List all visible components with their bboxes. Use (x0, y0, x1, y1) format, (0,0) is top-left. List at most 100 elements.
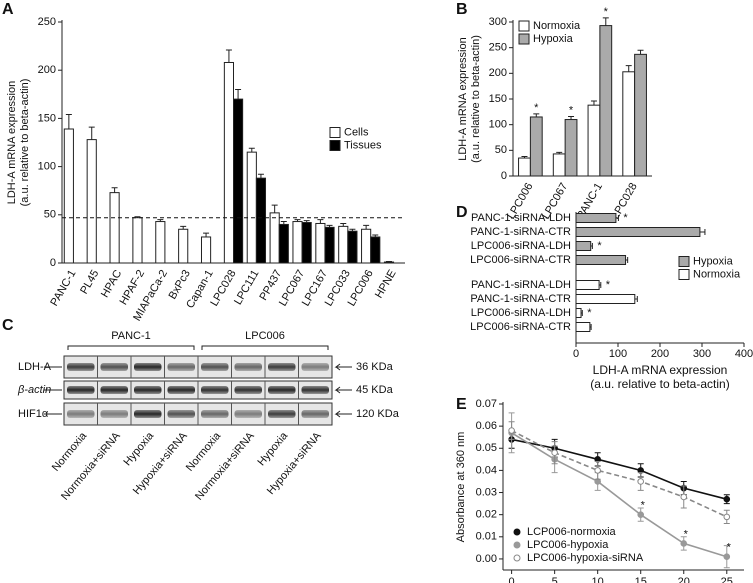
bar (575, 255, 627, 265)
bar (301, 222, 312, 264)
significance: * (587, 307, 592, 319)
error-bar (599, 282, 602, 288)
blot-band (234, 363, 262, 371)
size-label: 120 KDa (356, 408, 400, 420)
blot-band (100, 386, 128, 394)
error-bar (590, 100, 597, 106)
y-tick-label: 0.05 (476, 442, 497, 454)
significance: * (597, 240, 602, 252)
error-bar (235, 88, 242, 100)
error-bar (111, 187, 118, 193)
bar (518, 157, 531, 177)
bar (246, 151, 257, 264)
y-tick-label: 100 (489, 119, 507, 131)
bar (347, 230, 358, 264)
significance: * (641, 500, 646, 512)
legend-label: Tissues (344, 139, 382, 151)
lane-label: Normoxia+siRNA (193, 430, 257, 503)
blot-band (100, 363, 128, 371)
y-tick-label: 0.04 (476, 464, 497, 476)
error-bar (88, 126, 95, 140)
bar (292, 221, 303, 264)
blot-band (134, 363, 162, 371)
blot-band (201, 363, 229, 371)
x-tick-label: 100 (609, 348, 627, 360)
significance: * (534, 102, 539, 114)
bar (200, 236, 212, 264)
legend-swatch (518, 20, 530, 32)
y-tick-label: 150 (38, 112, 56, 124)
blot-band (167, 386, 195, 394)
y-tick-label: 0.01 (476, 531, 497, 543)
row-label: β-actin (17, 384, 51, 396)
bar (370, 236, 381, 264)
x-tick-label: PL45 (78, 268, 101, 296)
bar (564, 119, 578, 177)
significance: * (569, 104, 574, 116)
error-bar (257, 173, 264, 179)
blot-band (201, 386, 229, 394)
legend-label: Hypoxia (693, 255, 734, 267)
bar (575, 294, 636, 304)
error-bar (590, 243, 593, 249)
error-bar (303, 220, 310, 223)
data-point (508, 427, 515, 434)
bar (575, 280, 600, 290)
y-tick-label: 0.00 (476, 553, 497, 565)
data-point (680, 493, 688, 501)
bar (86, 139, 97, 264)
y-tick-label: 300 (489, 16, 507, 28)
y-tick-label: 0.02 (476, 509, 497, 521)
bar (278, 223, 289, 264)
error-bar (625, 65, 632, 72)
bar (599, 25, 613, 177)
series-line (511, 429, 728, 518)
bar (552, 153, 566, 177)
blot-band (301, 363, 329, 371)
data-point (723, 495, 731, 503)
bar (269, 212, 280, 264)
lane-label: Normoxia+siRNA (59, 430, 123, 503)
y-axis-label: LDH-A mRNA expression (457, 37, 469, 161)
bar (324, 226, 335, 264)
blot-band (67, 410, 95, 418)
panel-letter: A (2, 1, 14, 18)
x-tick-label: 10 (592, 576, 604, 583)
significance: * (604, 6, 609, 18)
row-arrow-right (334, 363, 352, 371)
data-point (680, 540, 688, 547)
legend-marker (513, 528, 521, 536)
blot-band (301, 410, 329, 418)
error-bar (634, 296, 638, 302)
y-tick-label: 50 (44, 209, 56, 221)
lane-label: Hypoxia (122, 429, 157, 468)
group-label: PANC-1 (111, 330, 151, 342)
y-axis-label: (a.u. relative to beta-actin) (19, 79, 31, 207)
y-tick-label: 0 (501, 170, 507, 182)
error-bar (372, 234, 379, 237)
group-bracket (201, 345, 329, 350)
legend-marker (513, 541, 521, 549)
error-bar (225, 49, 232, 63)
series-line (511, 432, 728, 558)
blot-band (301, 386, 329, 394)
legend-label: LCP006-normoxia (527, 526, 617, 538)
y-tick-label: LPC006-siRNA-LDH (471, 240, 571, 252)
x-axis-label: LDH-A mRNA expression (593, 363, 728, 377)
error-bar (615, 215, 619, 221)
y-tick-label: 200 (489, 67, 507, 79)
x-tick-label: 0 (509, 576, 515, 583)
y-tick-label: 0.03 (476, 486, 497, 498)
error-bar (203, 232, 210, 237)
error-bar (180, 225, 187, 230)
legend-swatch (678, 256, 690, 267)
bar (575, 308, 582, 318)
significance: * (623, 212, 628, 224)
error-bar (326, 224, 333, 228)
y-tick-label: 100 (38, 161, 56, 173)
significance: * (684, 528, 689, 540)
panel-letter: E (456, 396, 467, 413)
error-bar (65, 114, 72, 130)
y-tick-label: LPC006-siRNA-CTR (470, 254, 571, 266)
